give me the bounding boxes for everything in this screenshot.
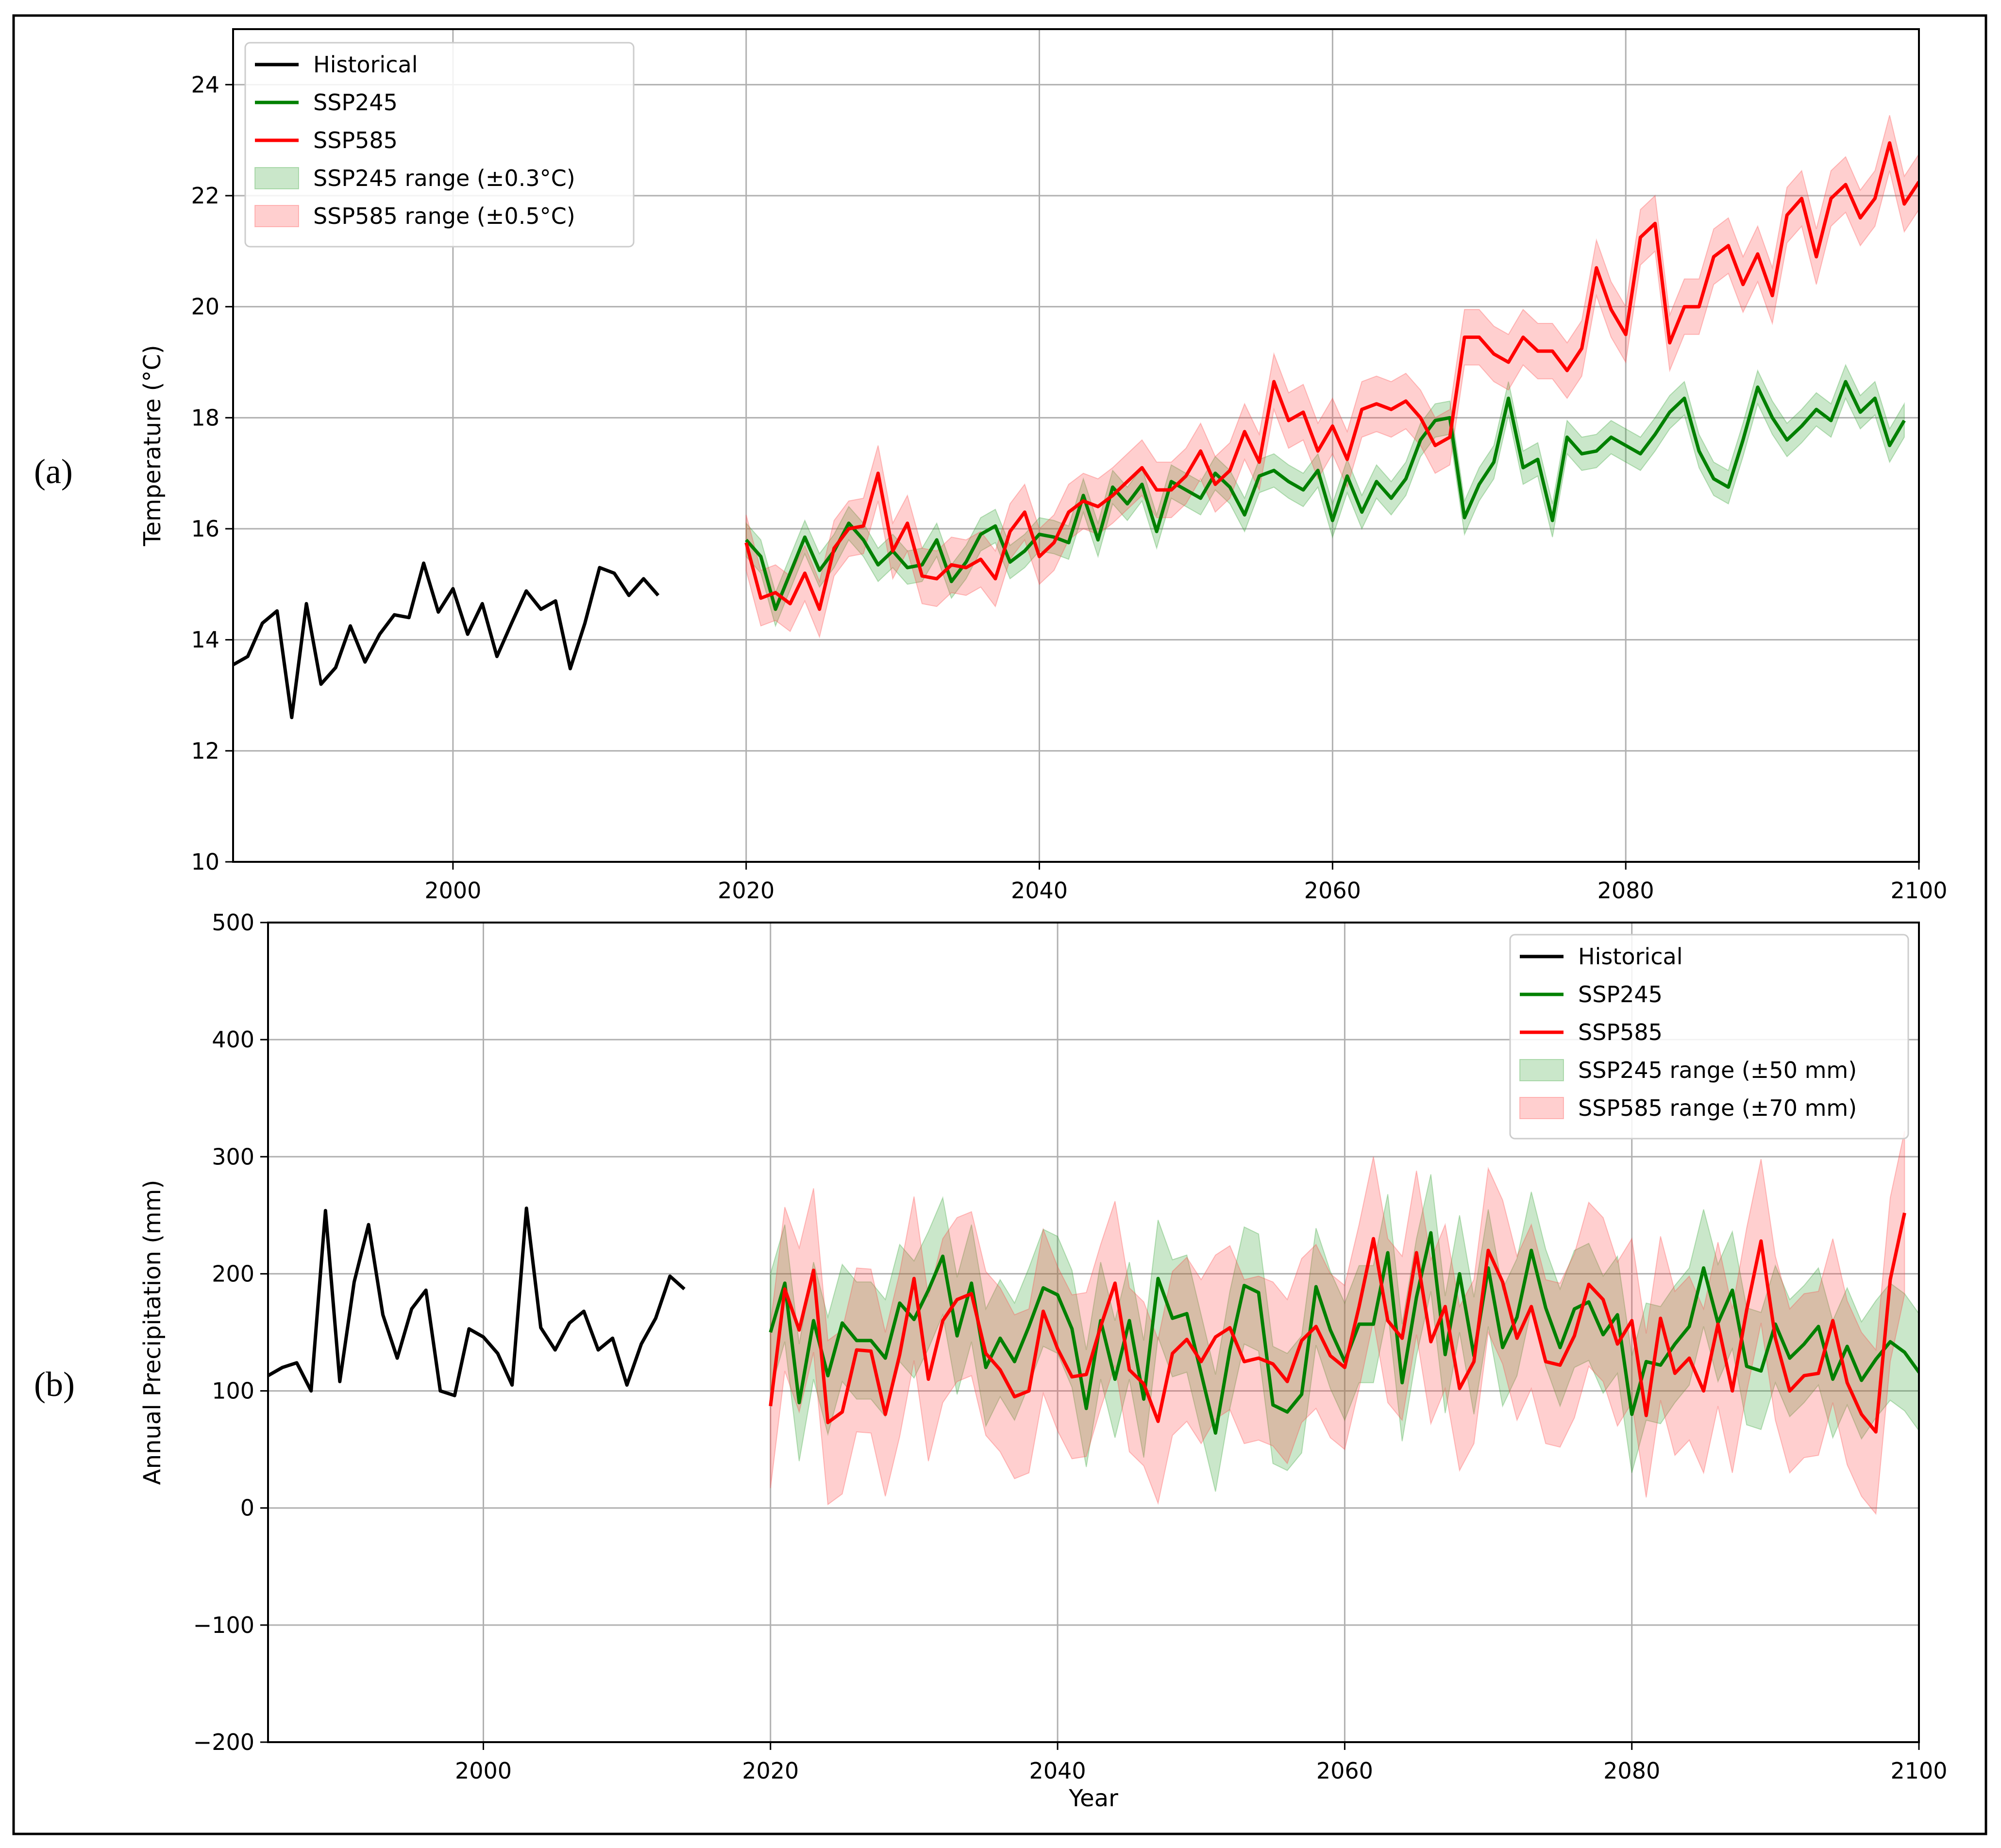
legend-box <box>244 42 635 248</box>
y-tick-label: 300 <box>212 1143 254 1170</box>
legend-swatch-band <box>1519 1059 1564 1081</box>
legend-swatch-band <box>1519 1097 1564 1119</box>
y-tick-label: 24 <box>191 71 219 98</box>
x-tick-label: 2100 <box>1890 877 1947 904</box>
x-tick-label: 2040 <box>1029 1758 1086 1784</box>
y-tick-label: −200 <box>193 1729 254 1755</box>
x-tick-label: 2020 <box>718 877 774 904</box>
x-tick-label: 2000 <box>424 877 481 904</box>
legend-label: SSP245 range (±50 mm) <box>1578 1057 1857 1083</box>
panel-label-b: (b) <box>34 1365 75 1404</box>
x-tick-label: 2080 <box>1603 1758 1660 1784</box>
legend-label: SSP585 <box>313 127 398 153</box>
x-tick-label: 2100 <box>1890 1758 1947 1784</box>
y-tick-label: 100 <box>212 1378 254 1404</box>
y-tick-label: 0 <box>240 1495 254 1521</box>
y-tick-label: 12 <box>191 738 219 764</box>
legend-label: SSP585 <box>1578 1019 1663 1045</box>
x-axis-label: Year <box>1068 1785 1118 1812</box>
series-line-ssp585 <box>769 1212 1906 1434</box>
ticks: 2000 2020 2040 2060 2080 2100 −200 −100 0 100 200 3… <box>193 909 1948 1784</box>
legend-label: SSP585 range (±0.5°C) <box>313 203 575 229</box>
y-tick-label: −100 <box>193 1612 254 1638</box>
legend-label: SSP245 range (±0.3°C) <box>313 165 575 191</box>
y-tick-label: 400 <box>212 1026 254 1053</box>
legend-swatch-band <box>254 205 299 227</box>
legend-box <box>1509 934 1909 1140</box>
series-line-historical <box>268 1206 686 1397</box>
legend-label: Historical <box>1578 943 1682 970</box>
x-tick-label: 2000 <box>455 1758 512 1784</box>
y-tick-label: 16 <box>191 516 219 542</box>
y-tick-label: 200 <box>212 1260 254 1287</box>
y-tick-label: 10 <box>191 849 219 875</box>
series-line-ssp585 <box>744 141 1919 611</box>
y-tick-label: 20 <box>191 294 219 320</box>
y-tick-label: 18 <box>191 404 219 431</box>
x-tick-label: 2060 <box>1316 1758 1373 1784</box>
x-tick-label: 2060 <box>1304 877 1361 904</box>
temperature-chart: 2000 2020 2040 2060 2080 2100 10 12 14 16 18 20 22 24… <box>139 28 1948 904</box>
band-ssp585 <box>745 115 1919 639</box>
legend-swatch-band <box>254 167 299 189</box>
ticks: 2000 2020 2040 2060 2080 2100 10 12 14 16 18 20 22 24 <box>191 71 1947 904</box>
axes-frame <box>267 922 1920 1743</box>
series-line-historical <box>233 561 660 720</box>
legend: Historical SSP245 SSP585 SSP245 range (±0.3… <box>244 42 635 248</box>
legend-label: SSP585 range (±70 mm) <box>1578 1095 1857 1121</box>
x-tick-label: 2020 <box>742 1758 799 1784</box>
legend: Historical SSP245 SSP585 SSP245 range (±50 … <box>1509 934 1909 1140</box>
plot-area <box>233 115 1919 720</box>
x-tick-label: 2040 <box>1011 877 1068 904</box>
plot-area <box>268 1130 1919 1515</box>
series-line-ssp245 <box>745 380 1906 611</box>
y-tick-label: 500 <box>212 909 254 936</box>
outer-border <box>12 14 1987 1835</box>
y-tick-label: 22 <box>191 183 219 209</box>
x-tick-label: 2080 <box>1597 877 1654 904</box>
legend-label: SSP245 <box>313 89 398 116</box>
y-tick-label: 14 <box>191 627 219 653</box>
panel-label-a: (a) <box>34 452 73 491</box>
precipitation-chart: 2000 2020 2040 2060 2080 2100 −200 −100 0 100 200 3… <box>139 909 1948 1812</box>
legend-label: Historical <box>313 51 418 78</box>
axes-frame <box>232 28 1920 863</box>
y-axis-label: Temperature (°C) <box>139 345 166 546</box>
legend-label: SSP245 <box>1578 981 1663 1008</box>
y-axis-label: Annual Precipitation (mm) <box>139 1180 166 1485</box>
